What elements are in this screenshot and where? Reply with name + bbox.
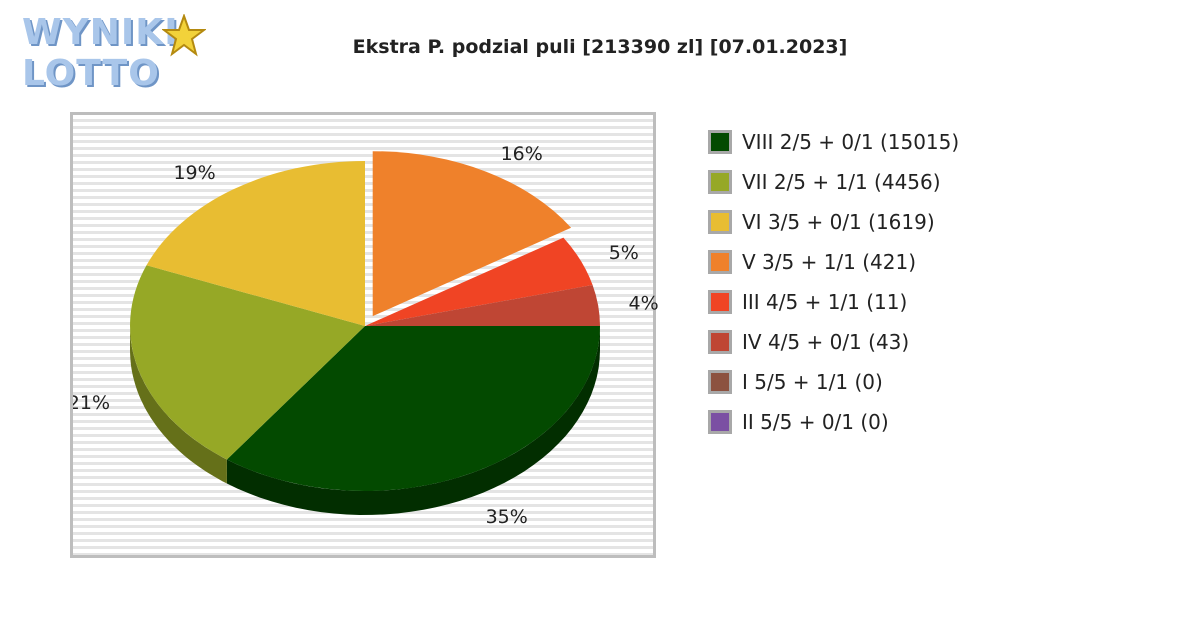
legend-item: II 5/5 + 0/1 (0) [708,402,959,442]
legend-swatch [708,330,732,354]
legend-item: VII 2/5 + 1/1 (4456) [708,162,959,202]
legend-item: V 3/5 + 1/1 (421) [708,242,959,282]
pie-label-2: 19% [173,162,215,184]
wyniki-lotto-logo[interactable]: WYNIKI LOTTO [22,12,242,94]
legend-label: VI 3/5 + 0/1 (1619) [742,210,935,234]
star-icon [162,14,206,57]
legend-label: I 5/5 + 1/1 (0) [742,370,883,394]
plot-area: 35% 21% 19% 16% 5% 4% [70,112,659,558]
legend-label: VII 2/5 + 1/1 (4456) [742,170,941,194]
pie-slice-2 [146,161,365,326]
legend-item: IV 4/5 + 0/1 (43) [708,322,959,362]
legend-label: III 4/5 + 1/1 (11) [742,290,908,314]
legend-label: IV 4/5 + 0/1 (43) [742,330,910,354]
legend-item: VIII 2/5 + 0/1 (15015) [708,122,959,162]
legend-swatch [708,370,732,394]
legend-swatch [708,170,732,194]
pie-label-0: 35% [486,506,528,528]
pie-slice-1 [130,265,365,460]
legend-item: III 4/5 + 1/1 (11) [708,282,959,322]
logo-text: WYNIKI LOTTO [22,12,179,94]
pie-slice-4 [365,237,593,326]
legend-item: VI 3/5 + 0/1 (1619) [708,202,959,242]
legend-label: II 5/5 + 0/1 (0) [742,410,889,434]
pie-label-5: 4% [629,293,659,315]
pie-side-0 [226,326,600,515]
pie-chart: 35% 21% 19% 16% 5% 4% [73,143,659,528]
pie-label-4: 5% [609,242,639,264]
pie-slice-0 [226,326,600,491]
legend-item: I 5/5 + 1/1 (0) [708,362,959,402]
legend-swatch [708,250,732,274]
legend-label: V 3/5 + 1/1 (421) [742,250,917,274]
legend-swatch [708,410,732,434]
legend: VIII 2/5 + 0/1 (15015) VII 2/5 + 1/1 (445… [708,122,959,442]
pie-side-1 [130,326,227,484]
pie-slice-5 [365,285,600,326]
chart-title: Ekstra P. podzial puli [213390 zl] [07.0… [352,36,848,58]
legend-swatch [708,210,732,234]
pie-label-3: 16% [501,143,543,165]
pie-slice-3 [372,151,572,317]
legend-label: VIII 2/5 + 0/1 (15015) [742,130,960,154]
pie-label-1: 21% [73,392,110,414]
legend-swatch [708,130,732,154]
legend-swatch [708,290,732,314]
